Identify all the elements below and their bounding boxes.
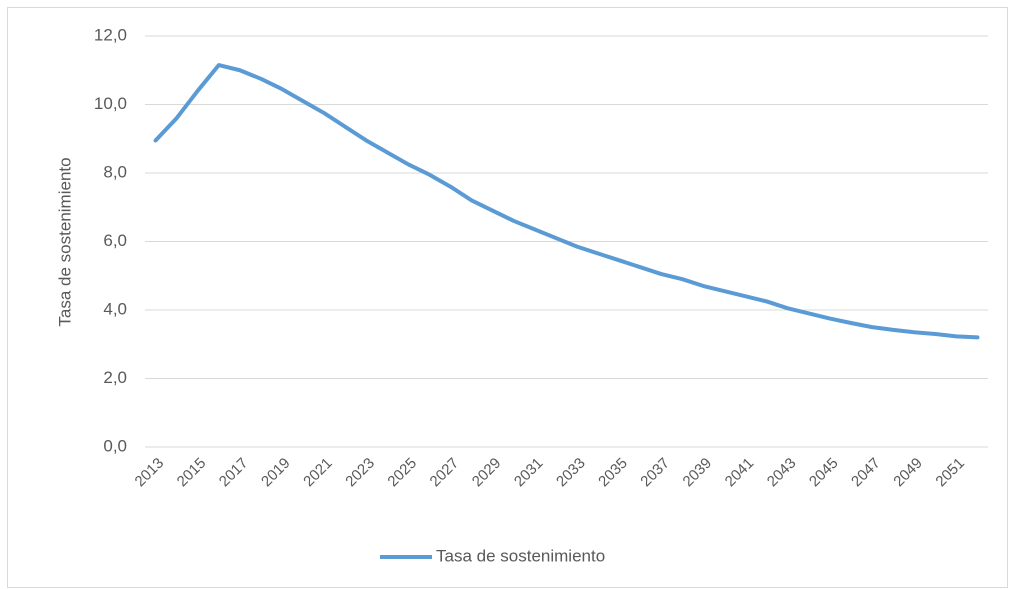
line (153, 63, 980, 340)
x-tick-label: 2049 (890, 455, 926, 491)
y-axis-label: Tasa de sostenimiento (55, 157, 74, 326)
x-tick-label: 2045 (806, 455, 842, 491)
x-tick-label: 2041 (722, 455, 758, 491)
x-tick-label: 2013 (132, 455, 168, 491)
x-tick-label: 2051 (932, 455, 968, 491)
x-tick-label: 2047 (848, 455, 884, 491)
x-tick-label: 2037 (637, 455, 673, 491)
x-tick-label: 2039 (680, 455, 716, 491)
y-tick-label: 4,0 (103, 299, 127, 318)
y-tick-label: 2,0 (103, 368, 127, 387)
x-tick-label: 2025 (384, 455, 420, 491)
legend-label: Tasa de sostenimiento (436, 546, 605, 565)
y-tick-label: 10,0 (94, 94, 127, 113)
y-tick-label: 8,0 (103, 162, 127, 181)
x-tick-label: 2033 (553, 455, 589, 491)
x-tick-label: 2031 (511, 455, 547, 491)
y-tick-label: 12,0 (94, 25, 127, 44)
x-tick-label: 2035 (595, 455, 631, 491)
x-tick-label: 2015 (174, 455, 210, 491)
y-tick-label: 0,0 (103, 436, 127, 455)
chart-border (7, 7, 1008, 588)
x-tick-label: 2017 (216, 455, 252, 491)
x-tick-label: 2043 (764, 455, 800, 491)
x-tick-label: 2019 (258, 455, 294, 491)
x-tick-label: 2029 (469, 455, 505, 491)
x-tick-label: 2027 (427, 455, 463, 491)
x-tick-label: 2023 (342, 455, 378, 491)
x-tick-label: 2021 (300, 455, 336, 491)
y-tick-label: 6,0 (103, 231, 127, 250)
